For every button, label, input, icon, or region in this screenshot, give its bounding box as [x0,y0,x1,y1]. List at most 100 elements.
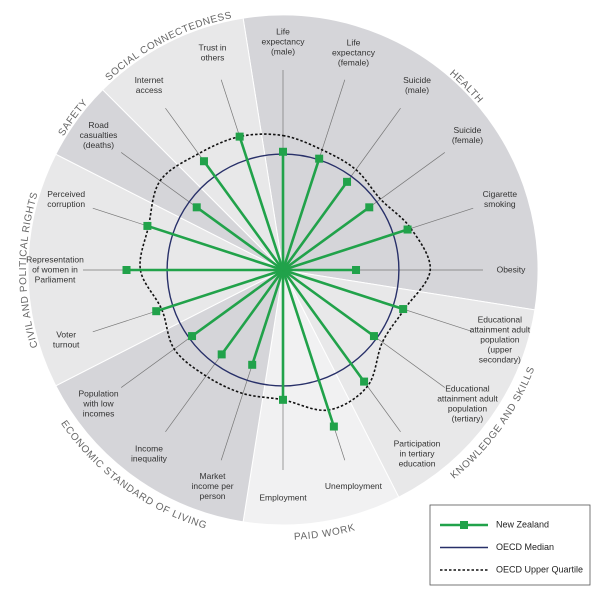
indicator-label: of women in [32,264,78,274]
nz-marker [199,157,208,166]
nz-marker [315,154,324,163]
indicator-label: Educational [478,315,523,325]
indicator-label: incomes [83,408,115,418]
indicator-label: Internet [135,75,164,85]
nz-marker [122,266,131,274]
indicator-label: (male) [405,85,429,95]
legend-label: OECD Median [496,542,554,552]
domain-sector [282,269,536,498]
indicator-label: Income [135,444,163,454]
nz-spoke [155,268,284,313]
indicator-label: (upper [488,345,513,355]
nz-spoke [191,268,284,338]
nz-spoke [147,224,284,272]
nz-marker [403,225,412,234]
indicator-label: Obesity [497,264,527,274]
indicator-label: others [201,52,225,62]
nz-marker [343,177,352,186]
indicator-label: corruption [47,199,85,209]
indicator-label: population [480,335,520,345]
indicator-label: attainment adult [470,325,531,335]
nz-marker [192,203,201,212]
indicator-label: casualties [80,130,118,140]
nz-spoke [281,269,336,427]
indicator-label: with low [82,398,114,408]
indicator-label: access [136,85,162,95]
indicator-label: Employment [259,492,307,502]
nz-marker [152,307,161,316]
indicator-label: person [200,491,226,501]
indicator-label: (male) [271,46,295,56]
indicator-label: in tertiary [400,449,436,459]
indicator-label: Participation [394,439,441,449]
indicator-labels: Lifeexpectancy(male)Lifeexpectancy(femal… [26,26,531,502]
legend-marker [460,521,468,529]
nz-spoke [220,269,285,356]
nz-spoke [282,268,404,311]
domain-sector [242,14,539,311]
indicator-label: Representation [26,254,84,264]
nz-marker [279,147,287,156]
indicator-label: turnout [53,340,80,350]
nz-spoke [238,136,285,271]
indicator-label: Population [78,388,118,398]
legend-label: OECD Upper Quartile [496,564,583,574]
nz-marker [188,332,197,341]
nz-marker [329,422,338,431]
indicator-label: expectancy [332,47,376,57]
indicator-label: (female) [338,57,369,67]
domain-sector [55,269,284,523]
indicator-label: Trust in [199,42,227,52]
nz-marker [360,377,369,386]
indicator-label: Suicide [403,75,431,85]
indicator-label: Voter [56,330,76,340]
indicator-label: income per [192,481,234,491]
indicator-label: (female) [452,135,483,145]
indicator-label: (tertiary) [452,413,484,423]
nz-marker [235,132,244,141]
indicator-label: Cigarette [483,189,518,199]
nz-spokes [122,132,412,431]
nz-spoke [250,269,285,366]
indicator-label: expectancy [262,36,306,46]
indicator-label: Perceived [47,189,85,199]
indicator-label: inequality [131,454,168,464]
nz-spoke [281,158,321,271]
nz-spoke [281,181,349,271]
indicator-label: smoking [484,199,516,209]
nz-spoke [281,269,366,383]
nz-spoke [282,268,375,338]
indicator-label: Educational [445,383,490,393]
domain-label: PAID WORK [294,522,357,542]
indicator-label: population [448,403,488,413]
indicator-label: education [399,459,436,469]
indicator-label: Road [88,120,109,130]
nz-marker [352,266,361,274]
indicator-label: (deaths) [83,140,114,150]
nz-spoke [282,206,371,272]
indicator-label: attainment adult [437,393,498,403]
indicator-label: Life [276,26,290,36]
nz-marker [365,203,374,212]
nz-marker [248,360,257,369]
legend-box [429,504,591,586]
upper-quartile-curve [139,133,432,412]
nz-spoke [195,206,284,272]
indicator-label: Unemployment [325,481,383,491]
indicator-label: Suicide [454,125,482,135]
legend: New Zealand OECD Median OECD Upper Quartil… [429,504,591,586]
nz-spoke [202,160,285,271]
indicator-label: Life [347,37,361,47]
nz-spoke [282,228,408,272]
indicator-label: secondary) [479,355,521,365]
nz-marker [399,305,408,314]
indicator-label: Market [200,471,227,481]
nz-marker [279,395,287,404]
indicator-label: Parliament [35,274,76,284]
nz-marker [143,221,152,230]
nz-marker [217,350,226,359]
nz-marker [369,332,378,341]
legend-label: New Zealand [496,519,549,529]
domain-label-text: PAID WORK [294,522,356,542]
